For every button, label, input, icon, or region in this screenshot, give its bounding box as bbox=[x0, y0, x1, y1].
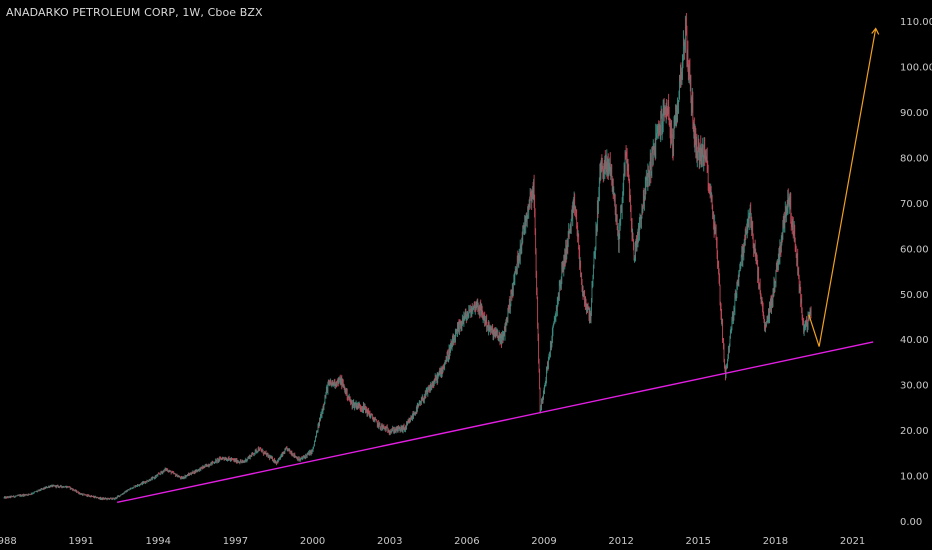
projection-arrowhead bbox=[871, 27, 880, 35]
candles-layer bbox=[3, 13, 812, 501]
price-tick-label: 90.00 bbox=[900, 108, 929, 119]
time-tick-label: 2006 bbox=[454, 536, 479, 547]
time-axis[interactable]: 1988 1991 1994 1997 2000 2003 2006 2009 2012 2015… bbox=[0, 536, 865, 547]
time-tick-label: 2000 bbox=[300, 536, 325, 547]
price-tick-label: 50.00 bbox=[900, 290, 929, 301]
projection-path bbox=[808, 28, 877, 347]
price-tick-label: 70.00 bbox=[900, 199, 929, 210]
time-tick-label: 2009 bbox=[531, 536, 556, 547]
price-tick-label: 0.00 bbox=[900, 517, 922, 528]
time-tick-label: 1991 bbox=[68, 536, 93, 547]
chart-title: ANADARKO PETROLEUM CORP, 1W, Cboe BZX bbox=[6, 6, 263, 19]
price-tick-label: 20.00 bbox=[900, 426, 929, 437]
support-trendline bbox=[116, 341, 874, 504]
drawings-layer bbox=[116, 27, 880, 504]
time-tick-label: 1997 bbox=[223, 536, 248, 547]
time-tick-label: 1988 bbox=[0, 536, 17, 547]
time-tick-label: 2015 bbox=[686, 536, 711, 547]
time-tick-label: 2018 bbox=[763, 536, 788, 547]
time-tick-label: 2012 bbox=[608, 536, 633, 547]
time-tick-label: 2003 bbox=[377, 536, 402, 547]
time-tick-label: 2021 bbox=[840, 536, 865, 547]
price-tick-label: 30.00 bbox=[900, 381, 929, 392]
time-tick-label: 1994 bbox=[146, 536, 171, 547]
price-tick-label: 110.00 bbox=[900, 17, 932, 28]
price-tick-label: 80.00 bbox=[900, 153, 929, 164]
price-tick-label: 60.00 bbox=[900, 244, 929, 255]
price-tick-label: 100.00 bbox=[900, 63, 932, 74]
price-tick-label: 40.00 bbox=[900, 335, 929, 346]
price-axis[interactable]: 0.00 10.00 20.00 30.00 40.00 50.00 60.00 70.00 8… bbox=[900, 17, 932, 528]
price-tick-label: 10.00 bbox=[900, 472, 929, 483]
